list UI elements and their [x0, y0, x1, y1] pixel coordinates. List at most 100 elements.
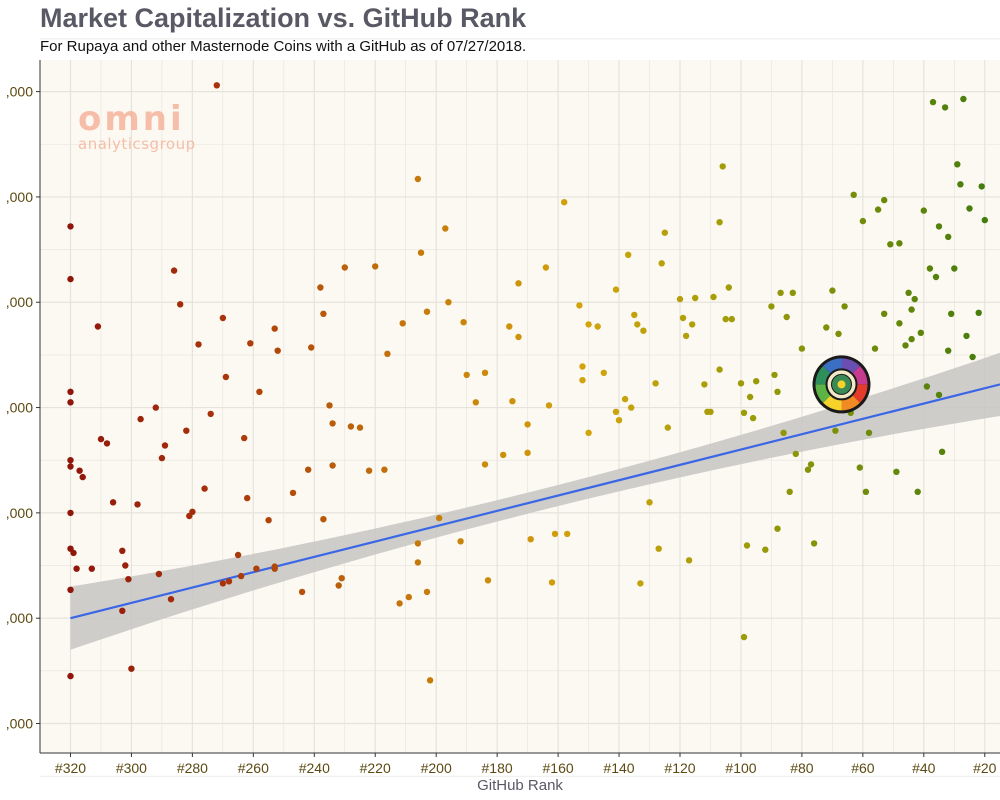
data-point[interactable]	[600, 369, 607, 376]
data-point[interactable]	[941, 104, 949, 111]
data-point[interactable]	[271, 325, 278, 332]
data-point[interactable]	[219, 580, 227, 587]
data-point[interactable]	[658, 260, 665, 267]
data-point[interactable]	[155, 570, 163, 578]
data-point[interactable]	[640, 327, 647, 334]
data-point[interactable]	[945, 233, 952, 241]
data-point[interactable]	[722, 315, 729, 323]
data-point[interactable]	[914, 488, 921, 495]
data-point[interactable]	[551, 530, 559, 538]
data-point[interactable]	[594, 323, 601, 330]
data-point[interactable]	[237, 572, 245, 580]
data-point[interactable]	[481, 369, 489, 376]
data-point[interactable]	[923, 383, 931, 390]
data-point[interactable]	[335, 582, 342, 589]
data-point[interactable]	[701, 381, 708, 388]
data-point[interactable]	[247, 340, 254, 347]
data-point[interactable]	[740, 409, 748, 416]
data-point[interactable]	[807, 461, 815, 468]
data-point[interactable]	[966, 205, 973, 212]
data-point[interactable]	[213, 82, 220, 89]
data-point[interactable]	[719, 163, 726, 170]
data-point[interactable]	[637, 580, 644, 587]
data-point[interactable]	[67, 275, 74, 283]
data-point[interactable]	[317, 284, 324, 291]
data-point[interactable]	[682, 332, 690, 340]
data-point[interactable]	[561, 199, 568, 206]
data-point[interactable]	[664, 424, 671, 431]
data-point[interactable]	[414, 175, 422, 183]
data-point[interactable]	[887, 241, 894, 248]
rupaya-logo-icon[interactable]	[812, 355, 871, 414]
data-point[interactable]	[932, 273, 940, 281]
data-point[interactable]	[542, 264, 550, 271]
data-point[interactable]	[749, 414, 757, 422]
data-point[interactable]	[929, 98, 937, 106]
data-point[interactable]	[753, 378, 760, 385]
data-point[interactable]	[73, 565, 80, 572]
data-point[interactable]	[298, 588, 306, 596]
data-point[interactable]	[685, 557, 693, 564]
data-point[interactable]	[679, 314, 687, 322]
data-point[interactable]	[524, 449, 531, 456]
data-point[interactable]	[963, 332, 970, 340]
data-point[interactable]	[628, 404, 635, 411]
data-point[interactable]	[920, 207, 927, 214]
data-point[interactable]	[201, 485, 208, 492]
data-point[interactable]	[865, 429, 873, 436]
data-point[interactable]	[740, 633, 748, 641]
data-point[interactable]	[167, 596, 175, 603]
data-point[interactable]	[689, 321, 696, 328]
data-point[interactable]	[792, 450, 799, 458]
data-point[interactable]	[399, 320, 406, 327]
data-point[interactable]	[423, 588, 431, 596]
data-point[interactable]	[152, 404, 159, 411]
data-point[interactable]	[938, 448, 946, 455]
data-point[interactable]	[137, 415, 144, 423]
data-point[interactable]	[414, 559, 422, 566]
data-point[interactable]	[506, 323, 513, 330]
data-point[interactable]	[908, 306, 915, 313]
data-point[interactable]	[405, 593, 412, 601]
data-point[interactable]	[484, 577, 492, 584]
data-point[interactable]	[347, 423, 355, 430]
data-point[interactable]	[119, 607, 126, 614]
data-point[interactable]	[219, 314, 227, 322]
data-point[interactable]	[823, 324, 830, 331]
data-point[interactable]	[207, 410, 214, 418]
data-point[interactable]	[122, 562, 129, 569]
data-point[interactable]	[945, 347, 952, 354]
data-point[interactable]	[908, 335, 915, 343]
data-point[interactable]	[417, 249, 425, 256]
data-point[interactable]	[960, 95, 967, 103]
data-point[interactable]	[445, 299, 452, 306]
data-point[interactable]	[850, 191, 857, 198]
data-point[interactable]	[326, 402, 333, 409]
data-point[interactable]	[515, 333, 522, 341]
data-point[interactable]	[548, 579, 556, 586]
data-point[interactable]	[70, 549, 77, 557]
data-point[interactable]	[460, 319, 467, 326]
data-point[interactable]	[728, 315, 735, 323]
data-point[interactable]	[426, 677, 434, 684]
data-point[interactable]	[244, 494, 251, 502]
data-point[interactable]	[646, 499, 653, 506]
data-point[interactable]	[225, 578, 233, 585]
data-point[interactable]	[661, 229, 668, 236]
data-point[interactable]	[183, 427, 190, 434]
data-point[interactable]	[97, 435, 105, 443]
data-point[interactable]	[975, 309, 982, 316]
data-point[interactable]	[338, 575, 345, 582]
data-point[interactable]	[329, 420, 336, 427]
data-point[interactable]	[457, 538, 464, 545]
data-point[interactable]	[222, 373, 230, 381]
data-point[interactable]	[981, 216, 988, 224]
data-point[interactable]	[789, 289, 796, 296]
data-point[interactable]	[384, 350, 391, 357]
data-point[interactable]	[777, 289, 784, 296]
data-point[interactable]	[585, 321, 592, 328]
data-point[interactable]	[917, 329, 924, 336]
data-point[interactable]	[177, 301, 184, 308]
data-point[interactable]	[576, 302, 583, 309]
data-point[interactable]	[274, 347, 281, 354]
